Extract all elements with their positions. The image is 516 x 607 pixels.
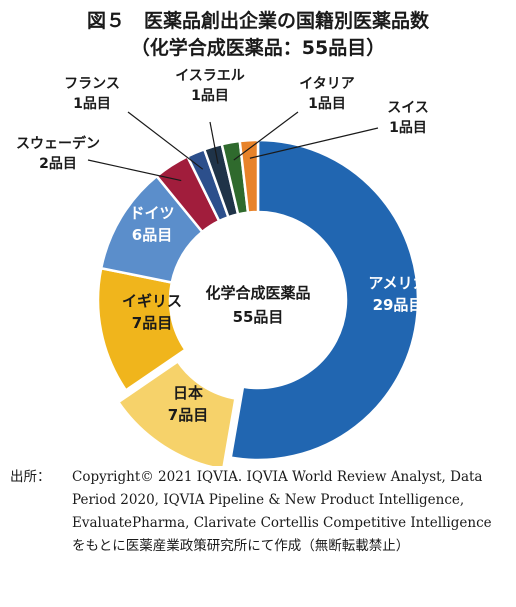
slice-label-value: 6品目: [132, 226, 172, 244]
source-text: Copyright© 2021 IQVIA. IQVIA World Revie…: [72, 469, 492, 554]
slice-1: [229, 138, 420, 462]
slices-group: [96, 138, 420, 466]
center-label-line2: 55品目: [233, 308, 284, 326]
leader-line: [209, 121, 219, 164]
slice-label-value: 1品目: [73, 96, 111, 112]
slice-label-value: 1品目: [389, 120, 427, 136]
leader-line: [127, 111, 204, 170]
slice-label-value: 1品目: [191, 88, 229, 104]
slice-label-value: 29品目: [373, 296, 424, 314]
slice-label-name: アメリカ: [368, 274, 427, 292]
slice-9: [238, 138, 260, 214]
leader-line: [87, 159, 182, 182]
slice-label-value: 1品目: [308, 96, 346, 112]
leader-line: [233, 111, 299, 161]
slice-label-name: スウェーデン: [16, 135, 100, 152]
chart-subtitle: （化学合成医薬品：55品目）: [130, 37, 386, 59]
slice-label-value: 2品目: [39, 156, 77, 172]
leader-lines: [87, 111, 379, 182]
center-label-line1: 化学合成医薬品: [205, 284, 310, 302]
slice-label-name: イスラエル: [175, 68, 245, 84]
slice-label-name: スイス: [387, 100, 429, 116]
slice-2: [116, 359, 237, 466]
chart-title: 図５ 医薬品創出企業の国籍別医薬品数: [86, 10, 429, 32]
slice-label-name: フランス: [64, 76, 120, 92]
slice-label-value: 7品目: [168, 406, 208, 424]
slice-label-name: 日本: [173, 384, 203, 402]
slice-label-name: イタリア: [299, 76, 354, 92]
slice-label-name: イギリス: [122, 292, 182, 310]
source-label: 出所：: [10, 469, 51, 485]
leader-line: [249, 127, 379, 159]
slice-label-value: 7品目: [132, 314, 172, 332]
slice-label-name: ドイツ: [129, 204, 174, 222]
